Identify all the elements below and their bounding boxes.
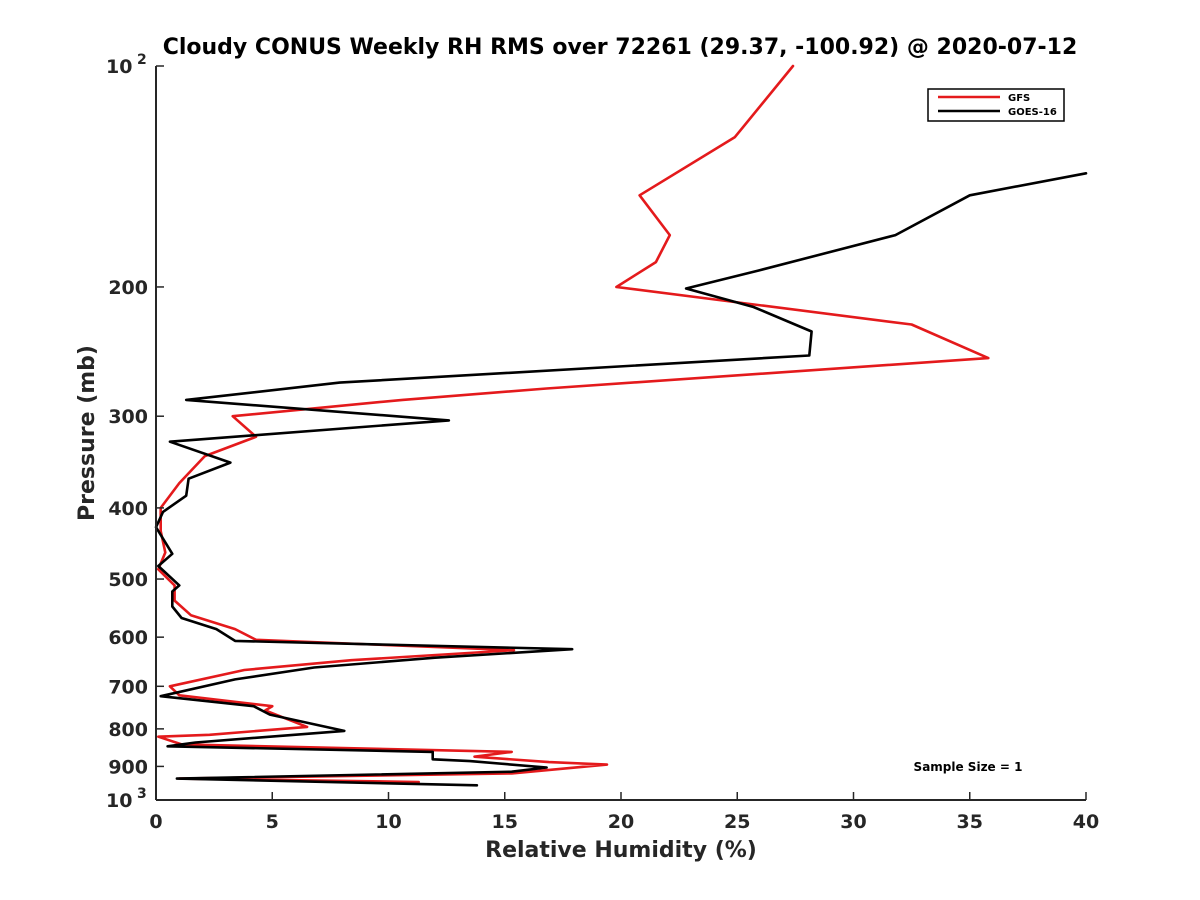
y-tick-label: 300 xyxy=(108,406,148,428)
y-axis-label: Pressure (mb) xyxy=(75,345,100,521)
series-line-gfs xyxy=(157,64,990,784)
series-line-goes16 xyxy=(154,172,1088,787)
x-tick-label: 15 xyxy=(492,811,518,833)
y-tick-label: 700 xyxy=(108,676,148,698)
x-tick-label: 0 xyxy=(149,811,162,833)
x-tick-label: 30 xyxy=(840,811,866,833)
series-layer xyxy=(154,64,1088,787)
y-tick-label: 500 xyxy=(108,569,148,591)
y-tick-exponent: 3 xyxy=(137,786,147,802)
y-tick-exponent: 2 xyxy=(137,52,147,68)
y-tick-label: 200 xyxy=(108,277,148,299)
legend-label-gfs: GFS xyxy=(1008,93,1030,104)
legend-label-goes16: GOES-16 xyxy=(1008,107,1057,118)
legend-box xyxy=(927,88,1065,122)
legend: GFS GOES-16 xyxy=(927,88,1065,122)
y-tick-label: 10 xyxy=(106,56,132,78)
y-tick-label: 600 xyxy=(108,627,148,649)
x-tick-label: 5 xyxy=(266,811,279,833)
y-ticks: 10 2 200 300 400 500 600 700 800 900 10 3 xyxy=(106,52,164,812)
x-tick-label: 35 xyxy=(957,811,983,833)
x-tick-label: 25 xyxy=(724,811,750,833)
x-axis-label: Relative Humidity (%) xyxy=(485,838,757,863)
y-tick-label: 900 xyxy=(108,756,148,778)
x-tick-label: 20 xyxy=(608,811,634,833)
y-tick-label: 800 xyxy=(108,719,148,741)
y-tick-label: 10 xyxy=(106,790,132,812)
x-tick-label: 40 xyxy=(1073,811,1099,833)
y-tick-label: 400 xyxy=(108,498,148,520)
chart-title: Cloudy CONUS Weekly RH RMS over 72261 (2… xyxy=(163,35,1078,60)
x-tick-label: 10 xyxy=(375,811,401,833)
x-ticks: 0 5 10 15 20 25 30 35 40 xyxy=(149,792,1099,833)
sample-size-annotation: Sample Size = 1 xyxy=(914,760,1023,774)
